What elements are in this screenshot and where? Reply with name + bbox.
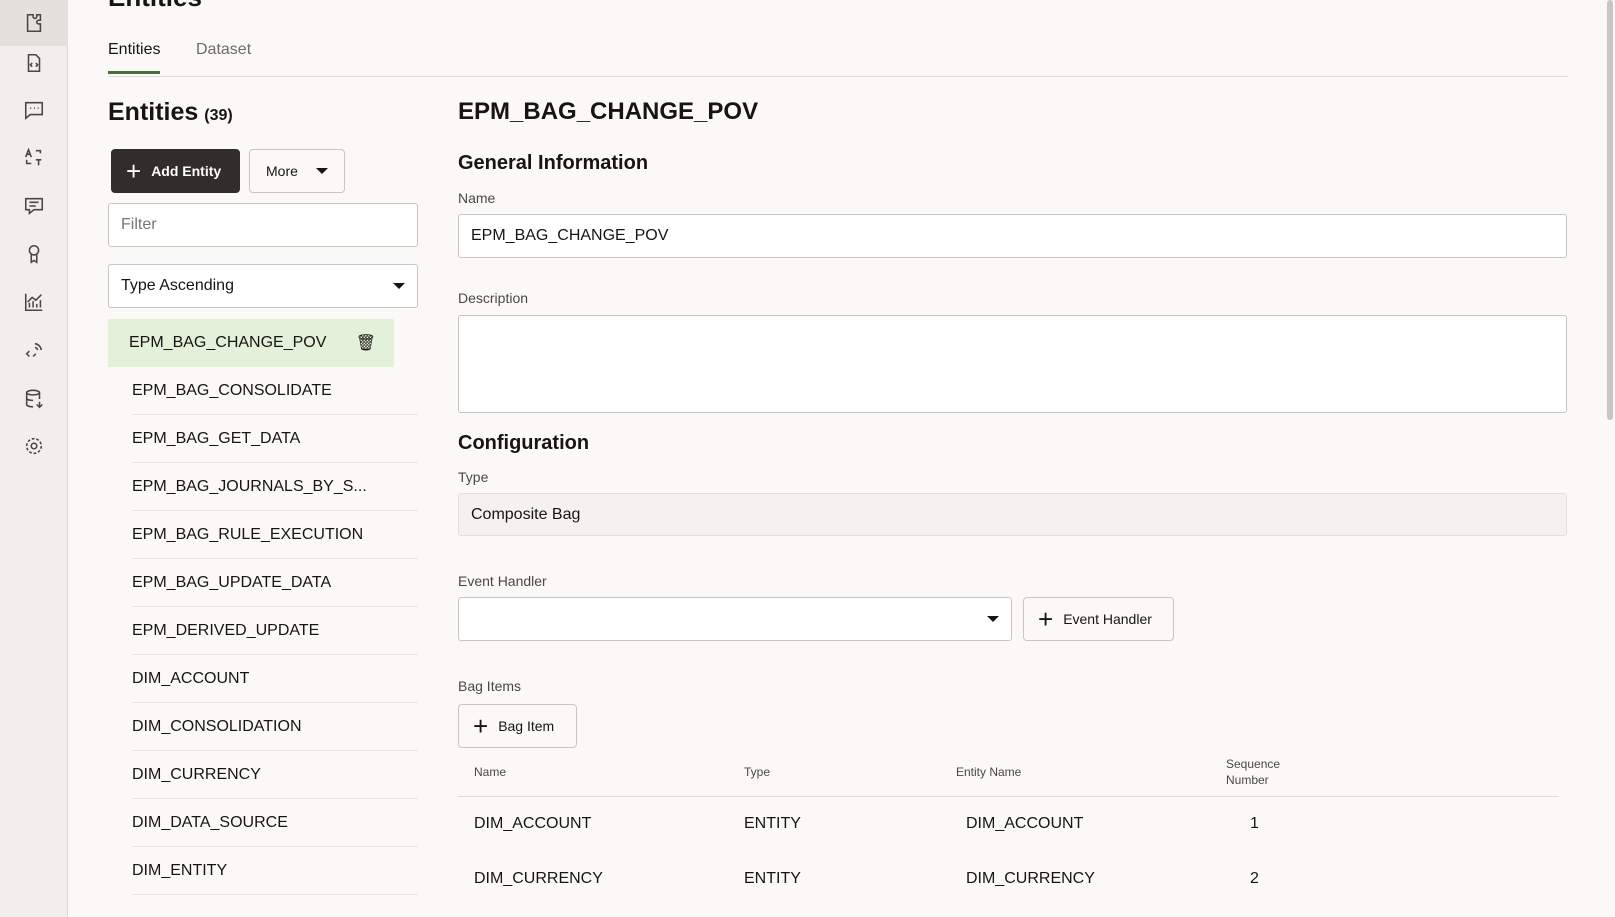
type-value: Composite Bag [471, 505, 581, 523]
entity-list-item[interactable]: EPM_BAG_CONSOLIDATE [132, 367, 418, 415]
description-textarea[interactable] [458, 315, 1567, 413]
more-label: More [266, 163, 298, 179]
page-title: Entities [108, 0, 202, 13]
entity-name: EPM_BAG_GET_DATA [132, 429, 301, 447]
chevron-down-icon [987, 616, 999, 622]
entity-list-item[interactable]: EPM_BAG_JOURNALS_BY_S... [132, 463, 418, 511]
conversation-icon[interactable] [0, 183, 68, 229]
entity-list-item[interactable]: EPM_BAG_GET_DATA [132, 415, 418, 463]
configuration-heading: Configuration [458, 432, 590, 454]
entity-name: EPM_BAG_CHANGE_POV [129, 334, 327, 351]
table-cell: DIM_ACCOUNT [474, 815, 592, 832]
entity-name: EPM_BAG_CONSOLIDATE [132, 381, 332, 399]
add-event-handler-button[interactable]: + Event Handler [1023, 597, 1174, 641]
general-information-heading: General Information [458, 152, 649, 174]
entity-name: EPM_BAG_UPDATE_DATA [132, 573, 332, 591]
type-label: Type [458, 469, 489, 485]
plus-icon: + [473, 711, 489, 741]
plus-icon: + [1038, 604, 1054, 634]
entity-name: EPM_BAG_JOURNALS_BY_S... [132, 477, 367, 495]
trash-icon[interactable]: 🗑 [355, 335, 376, 352]
chevron-down-icon [316, 168, 328, 174]
skill-icon[interactable] [0, 0, 68, 46]
entity-name: EPM_BAG_RULE_EXECUTION [132, 525, 364, 543]
sidebar [0, 0, 68, 917]
tab-dataset[interactable]: Dataset [196, 41, 252, 58]
table-cell: DIM_CURRENCY [966, 870, 1095, 887]
table-header-divider [458, 796, 1559, 797]
entities-title: Entities [108, 98, 199, 126]
more-button[interactable]: More [249, 149, 345, 193]
event-handler-select[interactable] [458, 597, 1012, 641]
integration-icon[interactable] [0, 328, 68, 374]
entity-list-item[interactable]: DIM_DATA_SOURCE [132, 799, 418, 847]
filter-input[interactable] [108, 203, 418, 247]
entity-list-item[interactable]: DIM_ENTITY [132, 847, 418, 895]
event-handler-label: Event Handler [458, 573, 547, 589]
database-icon[interactable] [0, 376, 68, 422]
entities-heading: Entities (39) [108, 98, 233, 127]
entity-list-item[interactable]: DIM_CURRENCY [132, 751, 418, 799]
entity-list-item[interactable]: EPM_BAG_CHANGE_POV 🗑 [108, 319, 394, 367]
analytics-icon[interactable] [0, 279, 68, 325]
scrollbar[interactable] [1607, 0, 1613, 420]
entity-list-item[interactable]: DIM_ACCOUNT [132, 655, 418, 703]
document-code-icon[interactable] [0, 40, 68, 86]
table-cell: ENTITY [744, 870, 801, 887]
entity-name: DIM_ENTITY [132, 861, 228, 879]
type-field: Composite Bag [458, 493, 1567, 536]
translate-icon[interactable] [0, 135, 68, 181]
name-value: EPM_BAG_CHANGE_POV [471, 227, 669, 244]
table-cell: 2 [1250, 870, 1259, 887]
entity-name: DIM_DATA_SOURCE [132, 813, 288, 831]
sort-value: Type Ascending [121, 277, 234, 294]
table-cell: DIM_ACCOUNT [966, 815, 1084, 832]
entity-name: DIM_ACCOUNT [132, 669, 250, 687]
col-header-name: Name [474, 765, 507, 779]
bag-items-label: Bag Items [458, 678, 522, 694]
add-bag-item-button[interactable]: + Bag Item [458, 704, 577, 748]
name-input[interactable]: EPM_BAG_CHANGE_POV [458, 214, 1567, 258]
col-header-type: Type [744, 765, 771, 779]
tabs-divider [108, 76, 1568, 77]
table-cell: DIM_CURRENCY [474, 870, 603, 887]
entity-name: DIM_CURRENCY [132, 765, 261, 783]
table-cell: ENTITY [744, 815, 801, 832]
name-label: Name [458, 190, 496, 206]
tab-entities[interactable]: Entities [108, 41, 161, 74]
entity-list-item[interactable]: EPM_DERIVED_UPDATE [132, 607, 418, 655]
description-label: Description [458, 290, 529, 306]
col-header-entity-name: Entity Name [956, 765, 1022, 779]
entity-name: EPM_DERIVED_UPDATE [132, 621, 320, 639]
detail-title: EPM_BAG_CHANGE_POV [458, 98, 759, 125]
bag-item-button-label: Bag Item [498, 718, 555, 734]
chevron-down-icon [393, 283, 405, 289]
event-handler-button-label: Event Handler [1063, 611, 1152, 627]
table-cell: 1 [1250, 815, 1259, 832]
entities-count: (39) [204, 107, 233, 124]
award-icon[interactable] [0, 231, 68, 277]
entity-name: DIM_CONSOLIDATION [132, 717, 302, 735]
entity-list-item[interactable]: DIM_CONSOLIDATION [132, 703, 418, 751]
add-entity-label: Add Entity [151, 163, 222, 179]
entity-list-item[interactable]: EPM_BAG_UPDATE_DATA [132, 559, 418, 607]
col-header-sequence-number: Sequence Number [1226, 757, 1281, 787]
chat-icon[interactable] [0, 87, 68, 133]
sort-select[interactable]: Type Ascending [108, 264, 418, 308]
plus-icon: + [126, 156, 142, 186]
entity-list-item[interactable]: EPM_BAG_RULE_EXECUTION [132, 511, 418, 559]
settings-icon[interactable] [0, 423, 68, 469]
add-entity-button[interactable]: + Add Entity [111, 149, 240, 193]
